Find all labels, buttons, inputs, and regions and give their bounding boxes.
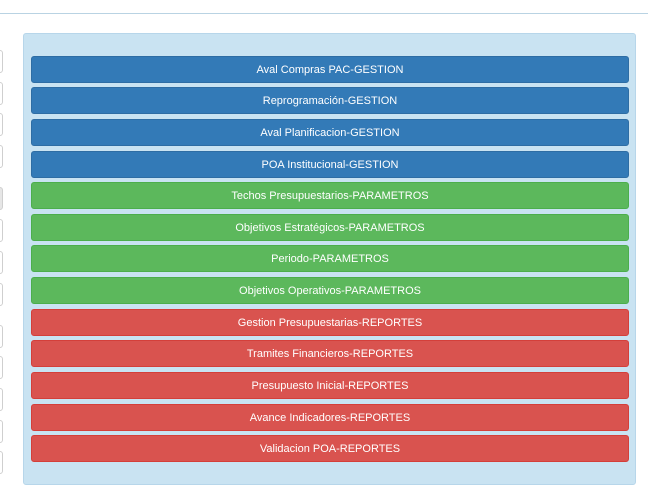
menu-button-tramites-financieros[interactable]: Tramites Financieros-REPORTES xyxy=(31,340,629,367)
menu-button-aval-planificacion[interactable]: Aval Planificacion-GESTION xyxy=(31,119,629,146)
menu-button-gestion-presupuestarias[interactable]: Gestion Presupuestarias-REPORTES xyxy=(31,309,629,336)
module-menu-panel: Aval Compras PAC-GESTION Reprogramación-… xyxy=(23,33,636,485)
menu-button-avance-indicadores[interactable]: Avance Indicadores-REPORTES xyxy=(31,404,629,431)
menu-button-reprogramacion[interactable]: Reprogramación-GESTION xyxy=(31,87,629,114)
form-field-edge[interactable] xyxy=(0,113,3,136)
header-divider xyxy=(0,13,648,14)
form-field-edge[interactable] xyxy=(0,219,3,242)
form-field-edge[interactable] xyxy=(0,50,3,73)
form-field-edge[interactable] xyxy=(0,283,3,306)
form-field-edge[interactable] xyxy=(0,325,3,348)
form-field-edge[interactable] xyxy=(0,356,3,379)
form-field-edge[interactable] xyxy=(0,82,3,105)
form-field-edge[interactable] xyxy=(0,420,3,443)
form-field-edge[interactable] xyxy=(0,251,3,274)
menu-button-presupuesto-inicial[interactable]: Presupuesto Inicial-REPORTES xyxy=(31,372,629,399)
menu-button-poa-institucional[interactable]: POA Institucional-GESTION xyxy=(31,151,629,178)
left-form-column-edge xyxy=(0,0,6,502)
menu-button-aval-compras-pac[interactable]: Aval Compras PAC-GESTION xyxy=(31,56,629,83)
menu-button-objetivos-estrategicos[interactable]: Objetivos Estratégicos-PARAMETROS xyxy=(31,214,629,241)
form-field-edge[interactable] xyxy=(0,187,3,210)
form-field-edge[interactable] xyxy=(0,388,3,411)
menu-button-techos-presupuestarios[interactable]: Techos Presupuestarios-PARAMETROS xyxy=(31,182,629,209)
form-field-edge[interactable] xyxy=(0,451,3,474)
menu-button-periodo[interactable]: Periodo-PARAMETROS xyxy=(31,245,629,272)
form-field-edge[interactable] xyxy=(0,145,3,168)
menu-button-validacion-poa[interactable]: Validacion POA-REPORTES xyxy=(31,435,629,462)
menu-button-objetivos-operativos[interactable]: Objetivos Operativos-PARAMETROS xyxy=(31,277,629,304)
